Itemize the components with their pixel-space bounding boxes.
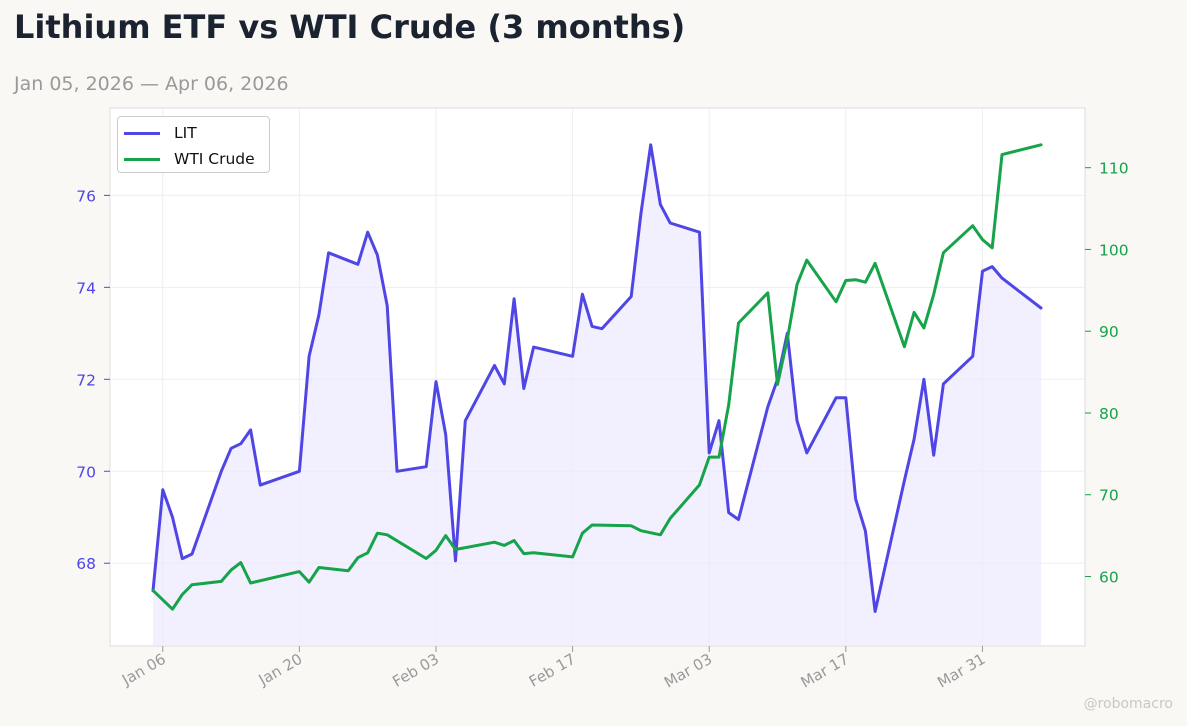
legend-item-lit: LIT bbox=[124, 123, 197, 143]
y-left-tick-label: 72 bbox=[76, 371, 96, 389]
y-left-tick-label: 70 bbox=[76, 463, 96, 481]
series-line-lit bbox=[151, 143, 1043, 613]
series-line-wti-crude bbox=[151, 143, 1043, 611]
legend-item-wti: WTI Crude bbox=[124, 149, 255, 169]
watermark: @robomacro bbox=[1083, 696, 1173, 712]
x-tick-label: Mar 31 bbox=[934, 650, 988, 692]
legend-swatch-lit bbox=[124, 131, 160, 135]
y-right-tick-label: 70 bbox=[1099, 487, 1119, 505]
legend-swatch-wti bbox=[124, 157, 160, 161]
x-tick-label: Mar 17 bbox=[798, 650, 852, 692]
series-lines bbox=[151, 143, 1043, 613]
legend-label-lit: LIT bbox=[174, 124, 197, 142]
y-left-tick-label: 68 bbox=[76, 555, 96, 573]
series-fills bbox=[153, 144, 1041, 647]
legend: LIT WTI Crude bbox=[117, 116, 270, 173]
x-tick-label: Jan 20 bbox=[255, 650, 306, 690]
y-right-tick-label: 100 bbox=[1099, 241, 1129, 259]
x-tick-label: Mar 03 bbox=[661, 650, 715, 692]
chart-subtitle: Jan 05, 2026 — Apr 06, 2026 bbox=[14, 73, 289, 95]
x-tick-label: Feb 17 bbox=[526, 650, 579, 691]
y-right-tick-label: 90 bbox=[1099, 323, 1119, 341]
y-left-tick-label: 74 bbox=[76, 279, 96, 297]
legend-label-wti: WTI Crude bbox=[174, 150, 255, 168]
y-left-tick-label: 76 bbox=[76, 187, 96, 205]
series-fill-lit bbox=[153, 144, 1041, 647]
y-right-tick-label: 80 bbox=[1099, 405, 1119, 423]
y-right-tick-label: 110 bbox=[1099, 160, 1129, 178]
chart-title: Lithium ETF vs WTI Crude (3 months) bbox=[14, 8, 686, 46]
x-tick-label: Jan 06 bbox=[118, 650, 169, 690]
y-right-tick-label: 60 bbox=[1099, 569, 1119, 587]
x-tick-label: Feb 03 bbox=[389, 650, 442, 691]
